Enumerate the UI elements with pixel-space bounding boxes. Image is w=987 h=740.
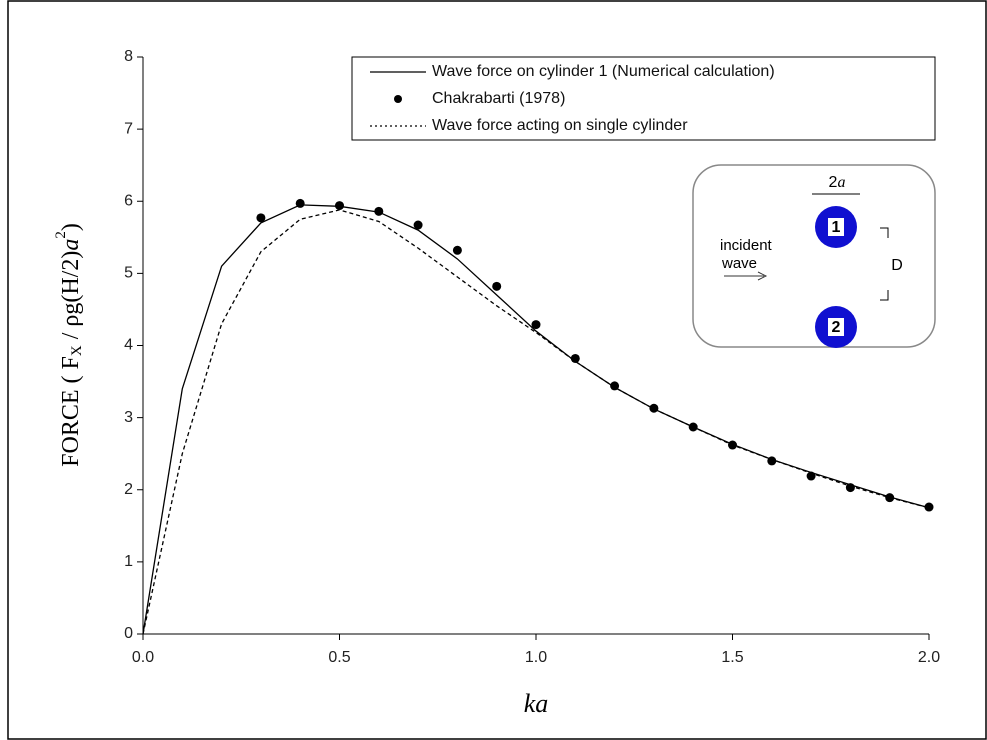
data-point <box>649 404 658 413</box>
y-axis-label: FORCE ( FX / ρg(H/2)a2) <box>53 223 85 467</box>
inset-label: D <box>891 257 903 274</box>
x-tick-label: 1.5 <box>721 649 743 666</box>
x-tick-label: 0.0 <box>132 649 154 666</box>
data-point <box>374 207 383 216</box>
y-tick-label: 7 <box>124 120 133 137</box>
data-point <box>414 221 423 230</box>
y-tick-label: 5 <box>124 265 133 282</box>
x-axis-label: ka <box>524 689 549 718</box>
y-tick-label: 3 <box>124 409 133 426</box>
data-point <box>846 483 855 492</box>
legend-label: Chakrabarti (1978) <box>432 90 565 107</box>
chart: FORCE ( FX / ρg(H/2)a2) ka 2a incident w… <box>0 0 987 740</box>
data-point <box>335 201 344 210</box>
inset-label: incident <box>720 237 773 254</box>
data-point <box>532 320 541 329</box>
legend-label: Wave force on cylinder 1 (Numerical calc… <box>432 63 775 80</box>
y-tick-label: 1 <box>124 553 133 570</box>
data-point <box>453 246 462 255</box>
y-tick-label: 6 <box>124 192 133 209</box>
data-point <box>767 456 776 465</box>
y-tick-label: 0 <box>124 625 133 642</box>
legend-marker <box>394 95 402 103</box>
inset-diagram: 2a incident wave 1 2 D <box>693 165 935 348</box>
y-tick-label: 4 <box>124 337 133 354</box>
data-point <box>492 282 501 291</box>
inset-label: wave <box>721 255 757 272</box>
inset-label: 1 <box>832 219 841 236</box>
x-tick-label: 2.0 <box>918 649 940 666</box>
x-tick-label: 0.5 <box>328 649 350 666</box>
data-point <box>256 213 265 222</box>
y-tick-label: 8 <box>124 48 133 65</box>
x-tick-label: 1.0 <box>525 649 547 666</box>
data-point <box>296 199 305 208</box>
inset-label: 2a <box>829 174 846 192</box>
legend-label: Wave force acting on single cylinder <box>432 117 688 134</box>
y-tick-label: 2 <box>124 481 133 498</box>
inset-label: 2 <box>832 319 841 336</box>
